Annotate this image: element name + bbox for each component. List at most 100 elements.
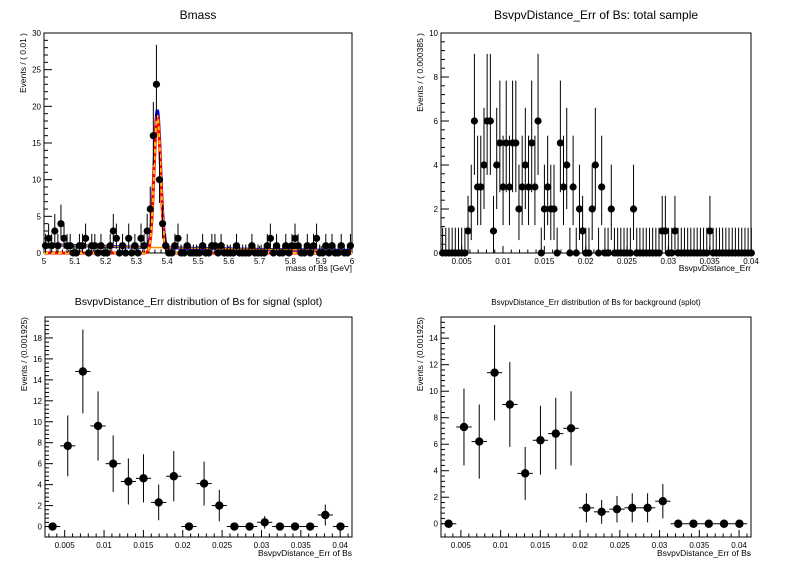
data-marker [719,519,729,528]
data-marker [461,249,469,257]
data-marker [480,161,488,169]
data-point [91,233,99,253]
data-point [140,233,148,253]
data-marker [544,183,552,191]
data-point [158,204,167,239]
y-tick-label: 2 [434,205,439,214]
y-tick-label: 4 [38,481,43,490]
data-point [211,489,227,522]
x-tick-label: 5.1 [69,257,81,266]
data-point [477,135,485,226]
data-point [152,44,161,120]
data-marker [103,249,111,257]
x-tick-label: 0.03 [254,541,270,550]
y-axis-label: Events / ( 0.000385 ) [415,33,425,112]
data-point [553,227,561,257]
x-tick-label: 5.5 [192,257,204,266]
data-marker [171,242,179,250]
data-point [505,135,514,226]
data-point [48,233,56,253]
data-marker [499,183,507,191]
data-point [456,388,472,466]
data-point [747,227,755,257]
data-marker [217,242,225,250]
data-point [559,135,568,226]
data-marker [155,176,164,184]
data-marker [321,510,330,520]
data-point [183,233,191,253]
y-tick-label: 6 [434,440,439,449]
data-marker [245,249,253,257]
data-point [272,233,281,253]
y-tick-label: 8 [38,439,43,448]
data-marker [464,227,472,235]
data-point [604,227,612,257]
data-marker [63,441,72,451]
data-marker [125,234,133,242]
data-point [496,80,504,193]
data-point [97,233,105,253]
fit-signal-component-curve [44,114,352,254]
data-point [572,227,580,257]
data-point [639,493,656,523]
data-point [322,233,330,253]
data-point [118,233,127,253]
data-marker [747,249,755,257]
x-tick-label: 5 [42,257,47,266]
x-tick-label: 0.005 [452,257,473,266]
data-point [609,495,625,523]
data-point [217,233,225,253]
x-tick-label: 0.04 [332,541,348,550]
y-tick-label: 12 [429,361,438,370]
data-point [566,227,574,257]
data-marker [139,474,148,483]
data-point [502,80,510,193]
data-marker [137,234,145,242]
data-marker [122,249,130,257]
data-marker [591,161,599,169]
data-marker [131,242,139,250]
data-marker [174,234,182,242]
data-marker [486,117,494,125]
data-marker [322,242,330,250]
y-tick-label: 8 [434,414,439,423]
y-tick-label: 0 [37,249,42,258]
data-marker [598,183,606,191]
data-point [85,244,93,257]
data-marker [575,205,584,213]
data-marker [553,249,561,257]
data-marker [505,400,515,409]
data-marker [312,234,321,242]
x-tick-label: 0.005 [451,541,472,550]
y-tick-label: 20 [32,102,41,111]
data-point [594,227,603,257]
y-tick-label: 5 [37,212,42,221]
data-marker [162,242,170,250]
data-marker [269,249,278,257]
data-marker [266,234,274,242]
plot-frame [440,316,752,538]
data-marker [294,242,302,250]
data-marker [520,469,530,478]
x-tick-label: 0.015 [534,257,555,266]
data-marker [582,503,591,513]
x-tick-label: 0.03 [661,257,677,266]
data-point [155,152,164,203]
x-tick-label: 0.01 [495,257,511,266]
data-point [470,53,478,175]
data-marker [493,161,501,169]
data-marker [337,242,345,250]
data-marker [195,249,204,257]
chart-title: Bmass [180,8,217,22]
x-tick-label: 6 [350,257,355,266]
data-point [181,522,197,531]
data-point [151,484,167,521]
data-marker [643,503,652,513]
data-point [588,164,596,241]
data-marker [569,183,577,191]
data-marker [597,507,606,517]
x-axis-label: mass of Bs [GeV] [286,263,352,273]
data-point [508,80,517,193]
x-tick-label: 0.015 [530,541,551,550]
